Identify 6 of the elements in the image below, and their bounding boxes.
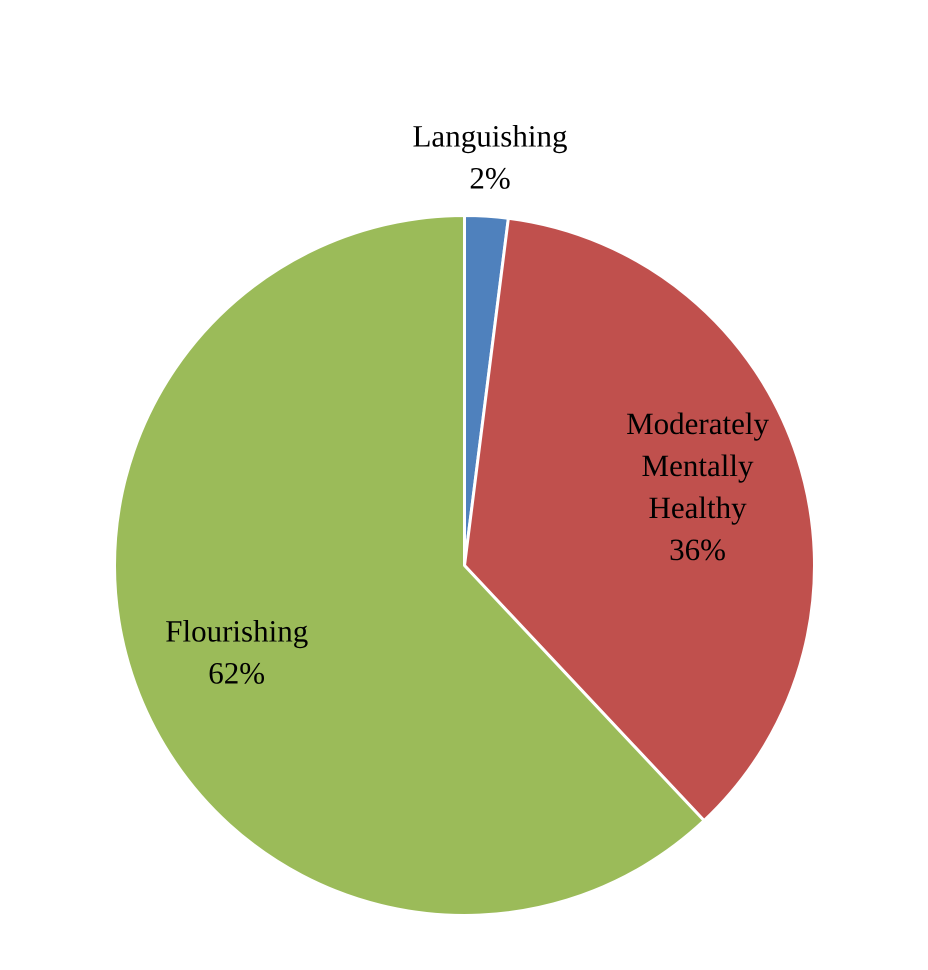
slice-label: Moderately Mentally Healthy (626, 406, 770, 525)
data-label: 2% (469, 160, 511, 196)
slice-label: Flourishing (165, 614, 308, 649)
data-label: 62% (208, 656, 266, 691)
data-label: 36% (669, 532, 726, 567)
slice-label: Languishing (412, 118, 568, 154)
